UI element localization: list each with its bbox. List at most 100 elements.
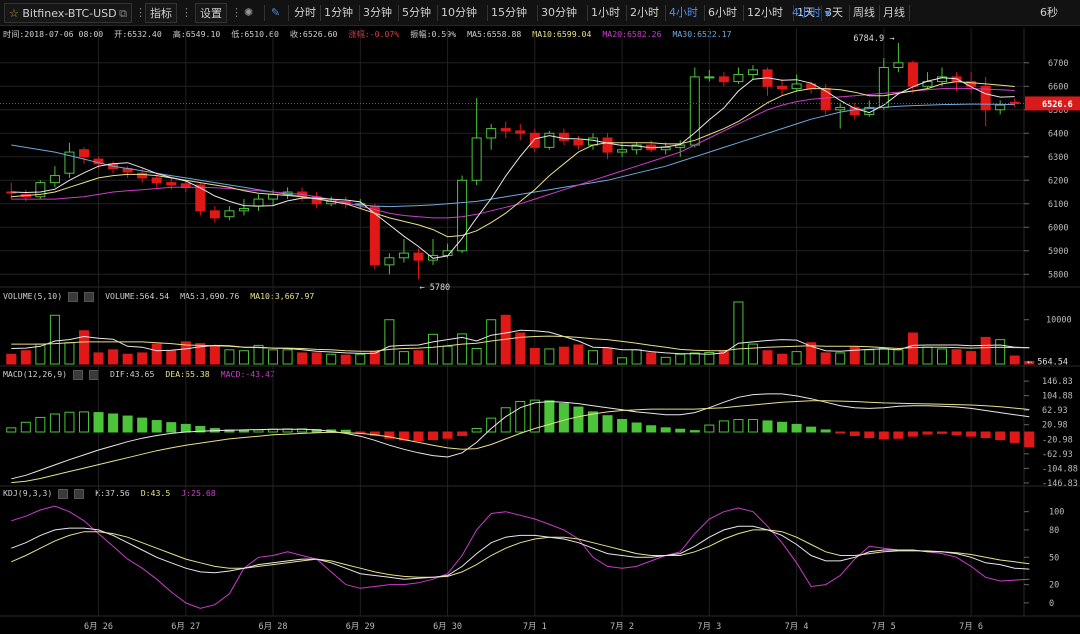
volume-bar (762, 350, 773, 365)
candle-body (384, 257, 395, 266)
macd-bar (995, 431, 1006, 441)
interval-tab[interactable]: 分时 (294, 6, 316, 19)
volume-bar (675, 353, 686, 365)
more-icon[interactable]: ⋮ (135, 6, 146, 19)
interval-dropdown[interactable]: 4小时 ▼ (792, 3, 831, 23)
volume-bar (253, 344, 264, 365)
macd-bar (602, 415, 613, 433)
candle-body (791, 83, 802, 90)
interval-tab[interactable]: 月线 (883, 6, 905, 19)
macd-bar (617, 419, 628, 433)
macd-bar (922, 431, 933, 435)
info-amplitude: 振幅:0.59% (410, 29, 457, 39)
kdj-panel-name: KDJ(9,3,3) (3, 488, 53, 498)
candle-body (558, 132, 569, 141)
volume-bar (6, 353, 17, 365)
interval-tab[interactable]: 30分钟 (541, 6, 577, 19)
interval-tab[interactable]: 周线 (853, 6, 875, 19)
close-icon[interactable] (74, 488, 85, 499)
macd-bar (137, 417, 148, 433)
star-icon[interactable]: ☆ (9, 7, 19, 20)
macd-bar (1009, 431, 1020, 443)
volume-bar (413, 350, 424, 365)
close-icon[interactable] (84, 291, 95, 302)
settings-button[interactable]: 设置 (195, 3, 227, 23)
interval-tab[interactable]: 12小时 (747, 6, 783, 19)
volume-bar (951, 349, 962, 365)
volume-bar (64, 342, 75, 365)
y-tick-label: 62.93 (1042, 406, 1068, 416)
macd-bar (806, 426, 817, 433)
candle-body (64, 151, 75, 174)
last-price-tag (1025, 96, 1080, 111)
x-tick-label: 6月 26 (84, 622, 113, 632)
volume-bar (849, 346, 860, 365)
macd-bar (166, 422, 177, 433)
more-icon[interactable]: ⋮ (231, 6, 242, 19)
info-open: 开:6532.40 (114, 29, 162, 39)
kdj-d-line (11, 529, 1030, 578)
volume-bar (1024, 361, 1035, 365)
x-tick-label: 6月 28 (259, 622, 288, 632)
ma30-line (11, 103, 1015, 208)
macd-bar (951, 431, 962, 436)
y-tick-label: 0 (1049, 599, 1054, 609)
macd-bar (253, 429, 264, 433)
symbol-selector[interactable]: ☆ Bitfinex-BTC-USD ⧉ (4, 3, 132, 23)
settings-icon[interactable] (73, 369, 84, 380)
macd-bar (108, 413, 119, 433)
volume-bar (966, 351, 977, 365)
macd-bar (558, 403, 569, 433)
macd-bar (238, 429, 249, 433)
y-tick-label: 6400 (1048, 129, 1068, 139)
interval-tab[interactable]: 1天 (797, 6, 815, 19)
volume-bar (878, 347, 889, 365)
candle-body (180, 183, 191, 188)
interval-tab[interactable]: 1小时 (591, 6, 620, 19)
interval-tab[interactable]: 6小时 (708, 6, 737, 19)
macd-bar (893, 431, 904, 439)
candle-body (878, 66, 889, 108)
interval-tab[interactable]: 1分钟 (324, 6, 353, 19)
candle-body (544, 132, 555, 148)
volume-bar (573, 344, 584, 365)
refresh-interval[interactable]: 6秒 (1040, 3, 1058, 23)
volume-bar (282, 349, 293, 365)
macd-bar (820, 429, 831, 433)
interval-tab[interactable]: 10分钟 (441, 6, 477, 19)
volume-bar (195, 343, 206, 365)
candle-body (151, 177, 162, 184)
interval-tab[interactable]: 3天 (825, 6, 843, 19)
candle-body (209, 210, 220, 219)
volume-bar (602, 347, 613, 365)
interval-tab[interactable]: 3分钟 (363, 6, 392, 19)
candle-body (995, 104, 1006, 111)
candle-body (980, 85, 991, 111)
ohlc-info-bar: 时间:2018-07-06 08:00 开:6532.40 高:6549.10 … (3, 28, 738, 41)
volume-bar (224, 349, 235, 365)
pencil-icon[interactable]: ✎ (271, 6, 281, 19)
settings-icon[interactable] (58, 488, 69, 499)
divider (487, 5, 488, 21)
candle-body (137, 172, 148, 179)
interval-tab[interactable]: 5分钟 (402, 6, 431, 19)
sun-icon[interactable]: ✺ (244, 6, 254, 19)
indicator-button[interactable]: 指标 (145, 3, 177, 23)
interval-tab[interactable]: 4小时 (669, 6, 698, 19)
volume-bar (49, 314, 60, 365)
more-icon[interactable]: ⋮ (181, 6, 192, 19)
macd-bar (907, 431, 918, 437)
interval-tab[interactable]: 2小时 (630, 6, 659, 19)
x-tick-label: 7月 3 (697, 622, 721, 632)
settings-icon[interactable] (68, 291, 79, 302)
macd-bar (486, 417, 497, 433)
volume-bar (311, 352, 322, 365)
interval-tab[interactable]: 15分钟 (491, 6, 527, 19)
symbol-expand-icon[interactable]: ⧉ (119, 7, 127, 20)
volume-bar (689, 352, 700, 365)
macd-bar (369, 431, 380, 436)
volume-bar (747, 343, 758, 365)
y-tick-label: 80 (1049, 526, 1059, 536)
divider (665, 5, 666, 21)
